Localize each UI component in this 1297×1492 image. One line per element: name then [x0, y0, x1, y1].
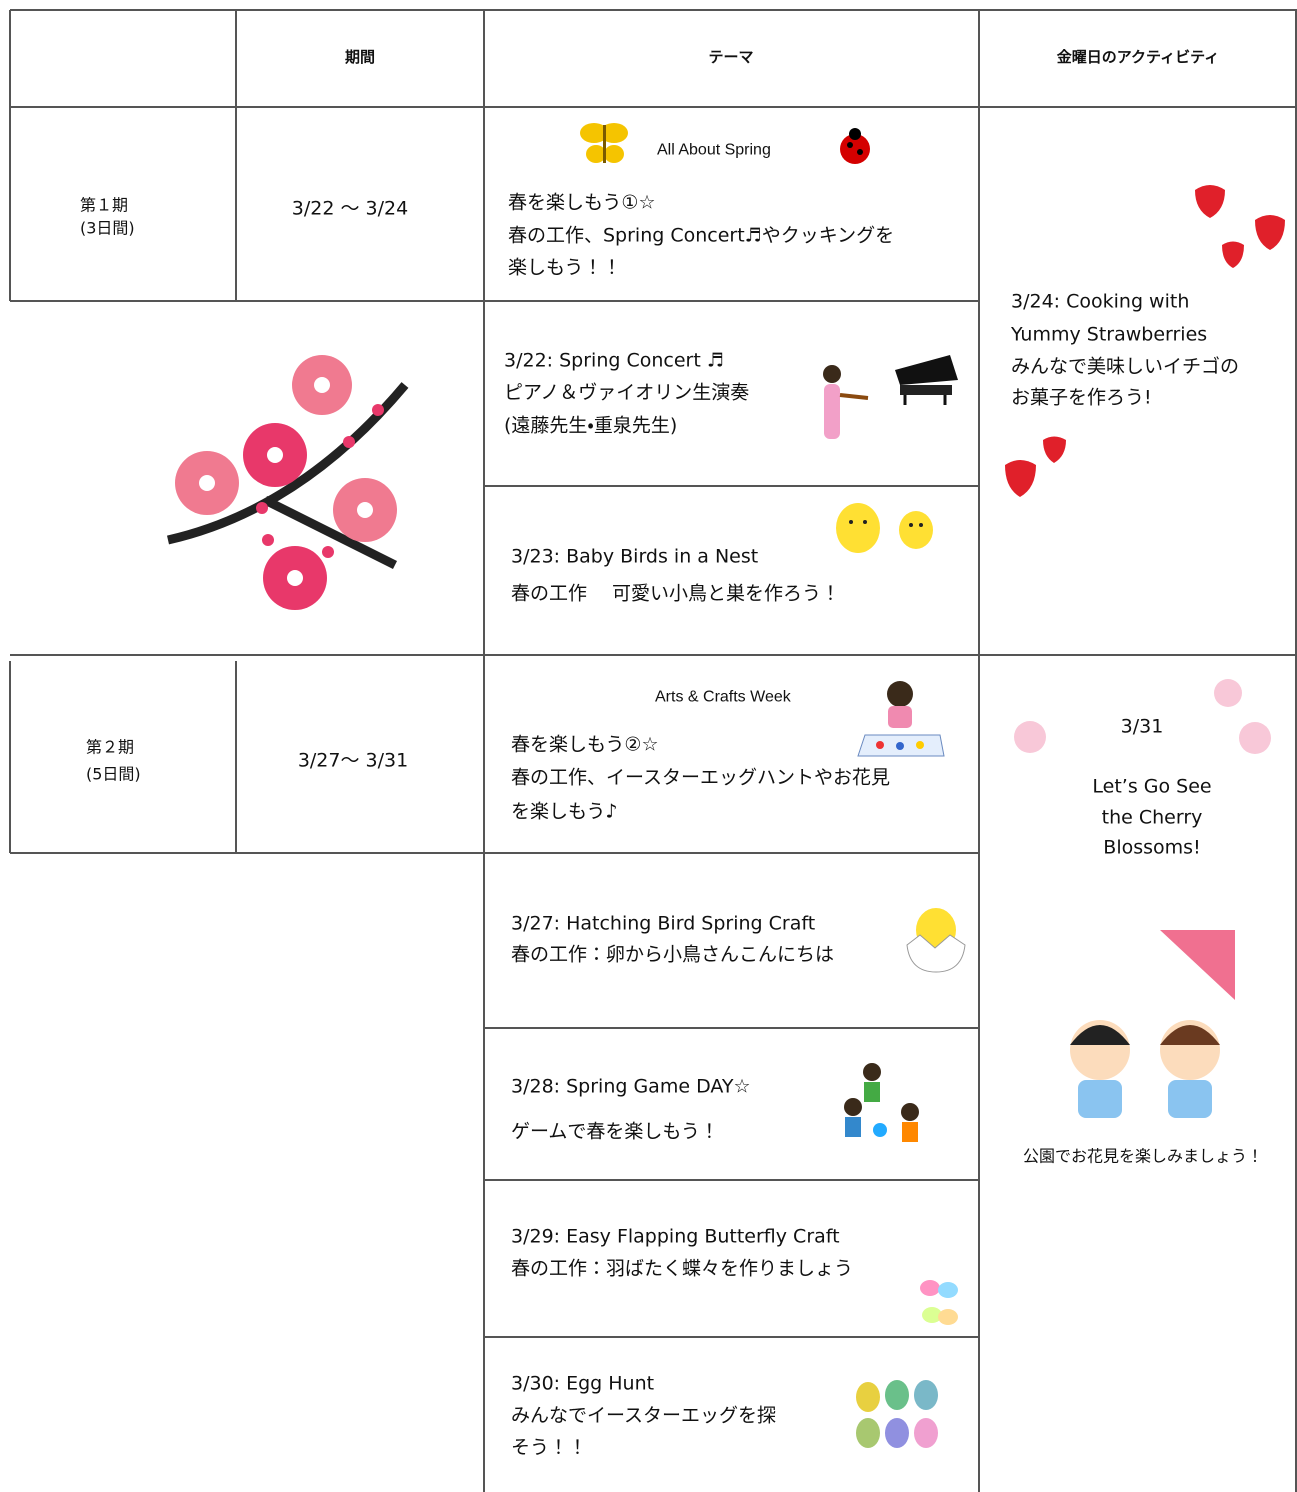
concert-icon — [823, 355, 958, 439]
day-title: 3/22: Spring Concert ♬ — [504, 349, 724, 372]
strawberry-icons — [1005, 185, 1285, 497]
children-icon — [1070, 930, 1235, 1118]
day-title: 3/28: Spring Game DAY☆ — [511, 1075, 751, 1098]
week-line: 春を楽しもう②☆ — [511, 733, 659, 756]
day-title: 3/29: Easy Flapping Butterfly Craft — [511, 1225, 840, 1248]
term-name: 第２期 — [86, 737, 135, 757]
cherry-blossom-icons — [1014, 679, 1271, 754]
friday-line: Yummy Strawberries — [1011, 323, 1208, 346]
game-icon — [844, 1063, 919, 1142]
day-line: 春の工作：羽ばたく蝶々を作りましょう — [511, 1257, 854, 1280]
week-line: を楽しもう♪ — [511, 800, 618, 823]
day-line: (遠藤先生・重泉先生) — [504, 414, 678, 437]
week-line: 春の工作、Spring Concert♬やクッキングを — [508, 224, 895, 247]
friday-note: 公園でお花見を楽しみましょう！ — [1022, 1146, 1264, 1166]
day-line: 春の工作：卵から小鳥さんこんにちは — [511, 943, 835, 966]
week-line: 春の工作、イースターエッグハントやお花見 — [511, 766, 891, 789]
day-line: ピアノ＆ヴァイオリン生演奏 — [504, 381, 750, 404]
week-line: 楽しもう！！ — [508, 256, 622, 279]
crafts-icon — [857, 681, 945, 757]
day-line: 春の工作 可愛い小鳥と巣を作ろう！ — [511, 582, 841, 605]
day-title: 3/27: Hatching Bird Spring Craft — [511, 912, 816, 935]
term-days: (3日間) — [80, 218, 135, 238]
term-dates: 3/27～ 3/31 — [297, 749, 409, 772]
friday-line: the Cherry — [1101, 806, 1203, 829]
chick-icons — [836, 503, 933, 553]
day-line: みんなでイースターエッグを探 — [511, 1404, 777, 1427]
friday-date: 3/31 — [1120, 715, 1164, 738]
day-title: 3/23: Baby Birds in a Nest — [511, 545, 759, 568]
butterfly-icon — [580, 123, 628, 163]
friday-line: みんなで美味しいイチゴの — [1011, 355, 1240, 378]
term-dates: 3/22 ～ 3/24 — [291, 197, 409, 220]
day-line: ゲームで春を楽しもう！ — [511, 1120, 719, 1143]
friday-line: Blossoms! — [1103, 836, 1201, 859]
week-banner: Arts & Crafts Week — [655, 688, 791, 706]
egg-icons — [856, 1380, 938, 1448]
day-title: 3/30: Egg Hunt — [511, 1372, 655, 1395]
week-banner: All About Spring — [657, 141, 771, 159]
day-line: そう！！ — [511, 1436, 588, 1459]
header-cell: テーマ — [708, 48, 754, 66]
header-cell: 金曜日のアクティビティ — [1056, 48, 1220, 66]
friday-line: 3/24: Cooking with — [1011, 290, 1190, 313]
ladybug-icon — [840, 128, 870, 164]
term-days: (5日間) — [86, 764, 141, 784]
header-cell: 期間 — [344, 48, 376, 66]
hatching-chick-icon — [906, 908, 966, 973]
butterfly-craft-icon — [920, 1280, 958, 1325]
friday-line: Let’s Go See — [1092, 775, 1212, 798]
friday-line: お菓子を作ろう! — [1011, 386, 1152, 409]
week-line: 春を楽しもう①☆ — [508, 191, 656, 214]
plum-blossom — [167, 355, 409, 610]
term-name: 第１期 — [80, 195, 129, 215]
